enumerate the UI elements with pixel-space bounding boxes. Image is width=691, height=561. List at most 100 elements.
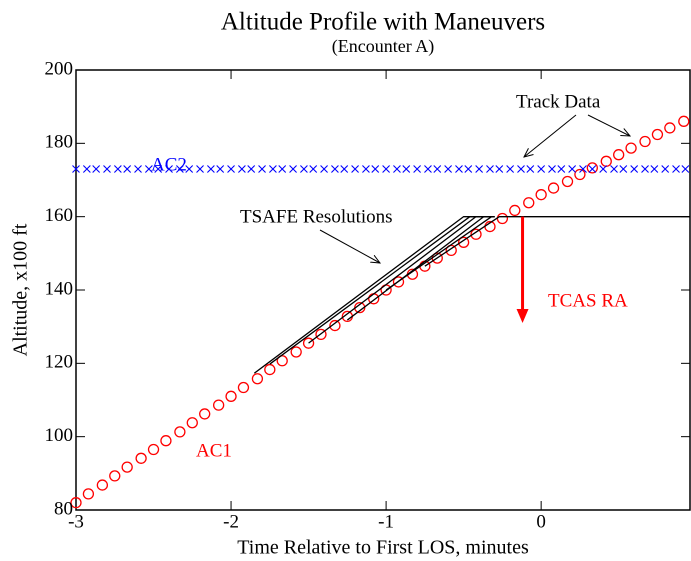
track-point (413, 165, 421, 173)
track-point (433, 165, 442, 173)
track-point (464, 165, 473, 173)
track-point (517, 165, 525, 173)
x-tick-label: 0 (536, 511, 546, 532)
track-point (495, 165, 504, 173)
track-point (625, 142, 637, 154)
track-point (258, 165, 266, 173)
track-point (579, 165, 587, 173)
track-point (610, 165, 618, 173)
track-point (134, 165, 142, 173)
track-point (650, 165, 659, 173)
y-tick-label: 120 (45, 352, 74, 373)
track-point (290, 346, 302, 358)
track-point (109, 470, 121, 482)
track-point (392, 276, 405, 288)
annotation-arrow (587, 114, 630, 136)
annotation: TCAS RA (548, 290, 628, 311)
track-point (264, 363, 276, 376)
y-axis-label: Altitude, x100 ft (10, 223, 32, 356)
track-point (455, 165, 463, 173)
chart-subtitle: (Encounter A) (332, 36, 434, 57)
track-point (82, 165, 91, 173)
annotation-arrow (319, 229, 380, 263)
track-point (661, 165, 670, 173)
track-point (121, 461, 133, 473)
track-point (681, 165, 690, 173)
track-point (320, 165, 328, 173)
track-point (568, 165, 577, 173)
track-point (175, 165, 184, 173)
y-tick-label: 200 (45, 58, 74, 79)
y-tick-label: 80 (54, 498, 73, 519)
track-point (371, 165, 380, 173)
track-point (362, 165, 370, 173)
track-point (402, 165, 411, 173)
track-point (526, 165, 535, 173)
track-point (641, 165, 649, 173)
track-point (393, 165, 401, 173)
track-point (135, 452, 147, 464)
resolution-line (424, 216, 690, 267)
track-point (103, 165, 111, 173)
track-point (309, 165, 318, 173)
track-point (619, 165, 628, 173)
y-tick-label: 100 (45, 425, 74, 446)
track-point (486, 165, 494, 173)
track-point (678, 115, 690, 127)
track-point (227, 165, 235, 173)
track-point (216, 165, 225, 173)
track-point (509, 204, 521, 217)
plot-area (70, 69, 691, 511)
annotation: AC2 (151, 154, 187, 175)
track-point (174, 426, 186, 438)
track-point (548, 165, 556, 173)
track-point (506, 165, 515, 173)
track-point (147, 443, 160, 456)
track-point (523, 197, 535, 209)
track-point (588, 165, 597, 173)
resolution-line (385, 216, 492, 291)
track-point (382, 165, 390, 173)
track-point (289, 165, 297, 173)
track-point (247, 165, 256, 173)
y-tick-label: 160 (45, 205, 74, 226)
annotation-arrow (524, 114, 577, 157)
track-point (96, 479, 109, 491)
track-point (72, 165, 80, 173)
track-point (70, 497, 82, 509)
track-point (92, 165, 101, 173)
track-point (123, 165, 132, 173)
track-point (535, 189, 547, 201)
annotation: Track Data (516, 91, 601, 112)
tcas-arrowhead (516, 309, 529, 323)
track-point (586, 162, 598, 174)
track-point (196, 165, 204, 173)
track-point (664, 122, 676, 134)
chart-title: Altitude Profile with Maneuvers (221, 9, 545, 36)
track-point (269, 165, 277, 173)
track-point (278, 165, 287, 173)
y-tick-label: 180 (45, 132, 74, 153)
track-point (599, 165, 608, 173)
track-point (672, 165, 680, 173)
x-tick-label: -2 (223, 511, 239, 532)
track-point (225, 390, 237, 402)
track-point (300, 165, 308, 173)
x-axis-label: Time Relative to First LOS, minutes (237, 537, 529, 559)
track-point (424, 165, 432, 173)
track-point (444, 165, 453, 173)
track-point (186, 417, 198, 429)
track-point (496, 212, 509, 225)
track-point (630, 165, 639, 173)
track-point (547, 182, 560, 194)
track-point (154, 165, 163, 173)
track-point (351, 165, 359, 173)
track-point (82, 488, 95, 500)
track-point (331, 165, 339, 173)
track-point (639, 135, 651, 148)
track-point (302, 337, 315, 349)
x-tick-label: -3 (68, 511, 84, 532)
track-point (600, 155, 612, 167)
x-tick-label: -1 (378, 511, 394, 532)
